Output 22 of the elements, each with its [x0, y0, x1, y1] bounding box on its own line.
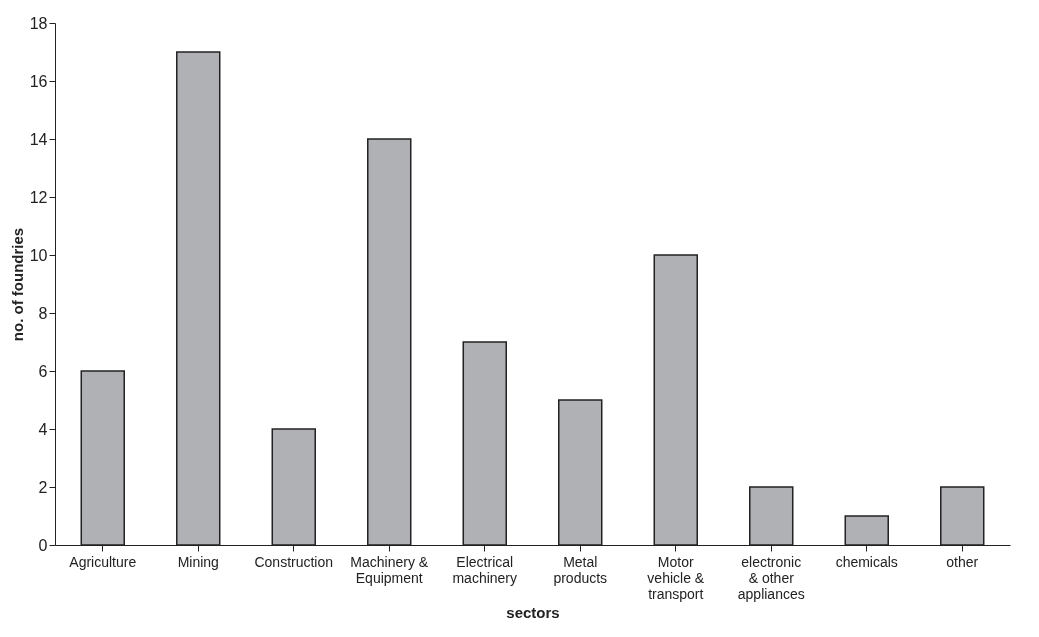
x-tick-label: other [946, 553, 979, 570]
y-axis-title: no. of foundries [8, 227, 26, 342]
y-tick-label: 14 [29, 130, 48, 148]
y-tick-label: 12 [29, 188, 48, 206]
x-tick-label: Agriculture [69, 553, 137, 570]
x-axis-title: sectors [506, 603, 560, 621]
y-tick-label: 4 [38, 420, 48, 438]
x-tick-label: Electrical machinery [452, 553, 518, 586]
x-tick-label: Mining [177, 553, 219, 570]
x-tick-label: Metal products [553, 553, 608, 586]
x-tick-label: Motor vehicle & transport [647, 553, 705, 602]
x-tick-label: chemicals [835, 553, 898, 570]
x-tick-label: Machinery & Equipment [350, 553, 429, 586]
y-tick-label: 0 [38, 536, 48, 554]
x-tick-label: electronic & other appliances [737, 553, 805, 602]
y-tick-label: 10 [29, 246, 48, 264]
y-tick-label: 8 [38, 304, 48, 322]
y-tick-label: 6 [38, 362, 48, 380]
y-tick-label: 16 [29, 72, 48, 90]
y-tick-label: 18 [29, 14, 48, 32]
x-tick-label: Construction [254, 553, 334, 570]
y-tick-label: 2 [38, 478, 48, 496]
